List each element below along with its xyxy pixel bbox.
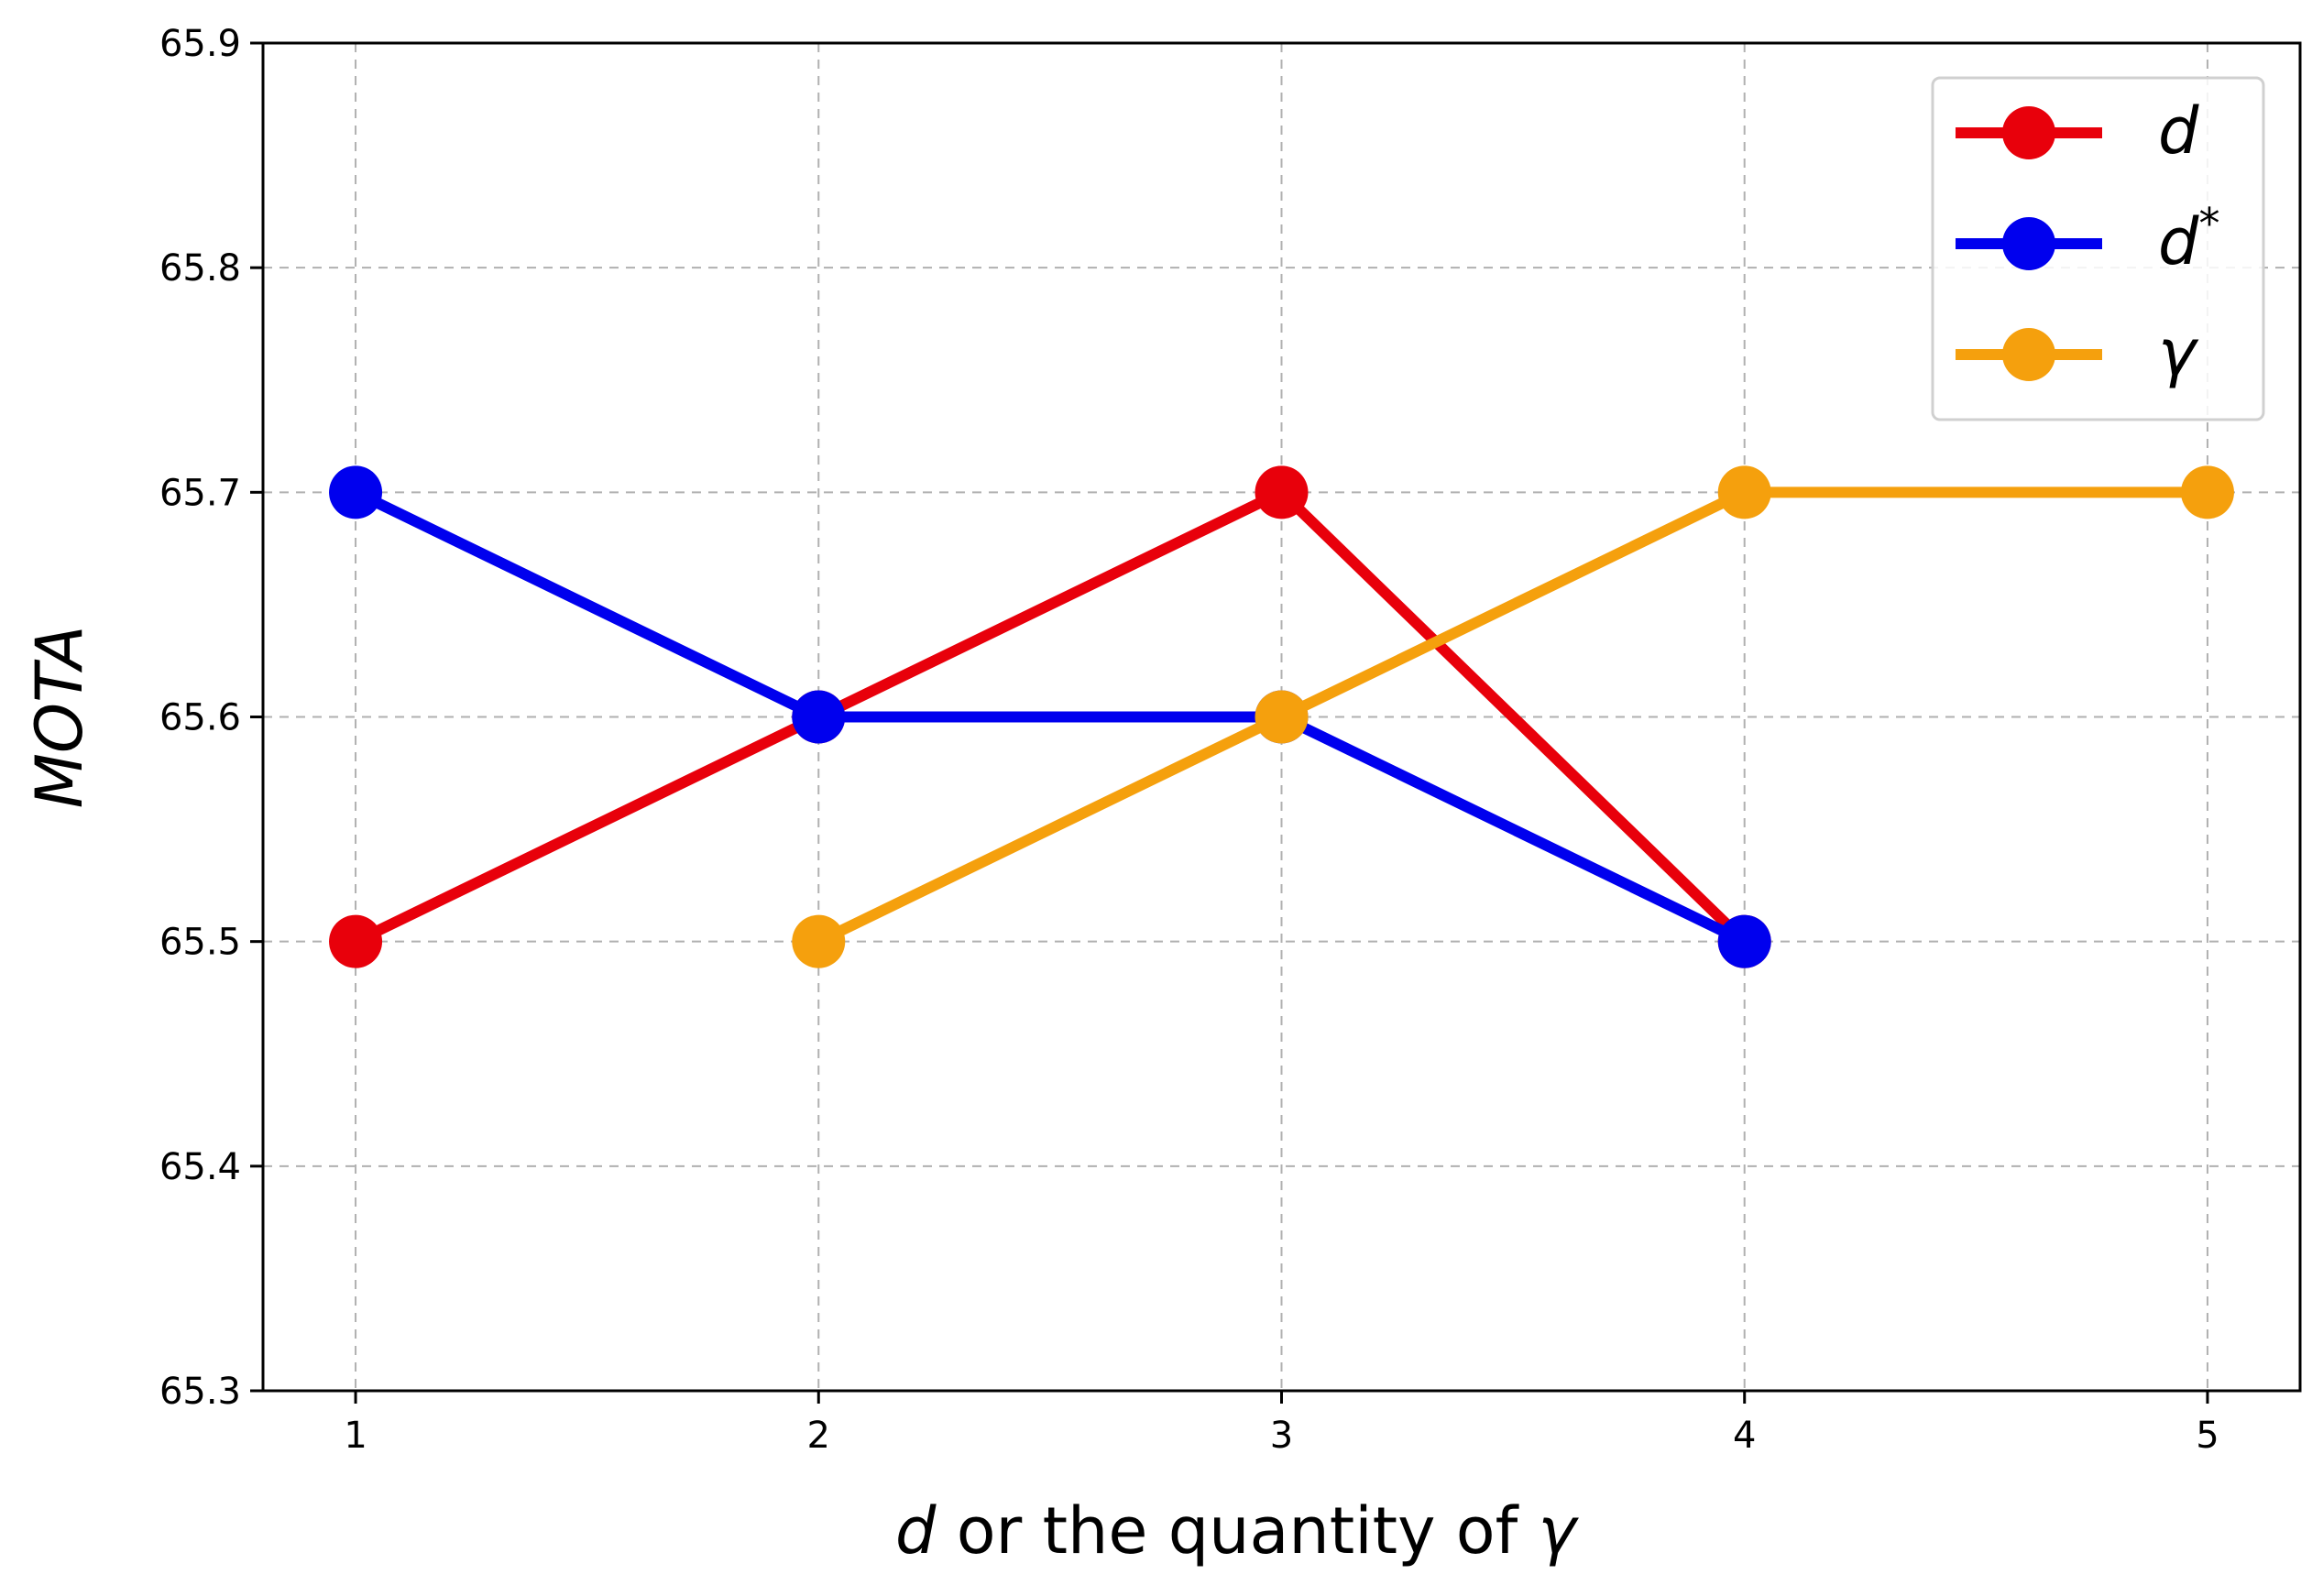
series-line xyxy=(350,486,1750,947)
data-point xyxy=(1255,465,1309,519)
x-tick-label: 1 xyxy=(344,1415,367,1457)
x-tick-label: 4 xyxy=(1733,1415,1756,1457)
legend-marker xyxy=(2002,217,2055,270)
data-point xyxy=(329,914,383,968)
data-point xyxy=(792,690,846,744)
axis-ticks: 1 2 3 4 5 65.3 65.4 65.5 65.6 65.7 65.8 65.9 xyxy=(159,23,2219,1457)
data-point xyxy=(1717,914,1771,968)
y-tick-label: 65.4 xyxy=(159,1146,241,1188)
y-tick-label: 65.3 xyxy=(159,1371,241,1413)
x-tick-label: 3 xyxy=(1270,1415,1293,1457)
data-point xyxy=(329,465,383,519)
series-line xyxy=(813,486,2213,947)
legend-label-superscript: * xyxy=(2198,199,2219,248)
x-tick-label: 5 xyxy=(2196,1415,2219,1457)
y-tick-label: 65.8 xyxy=(159,247,241,290)
x-tick-label: 2 xyxy=(807,1415,830,1457)
x-axis-label-part: γ xyxy=(1539,1493,1580,1569)
y-tick-label: 65.6 xyxy=(159,697,241,739)
x-axis-label-part: d xyxy=(895,1493,937,1569)
legend-label-text: d xyxy=(2158,93,2199,169)
data-point xyxy=(1717,465,1771,519)
legend-label: γ xyxy=(2158,315,2199,390)
legend-label-text: γ xyxy=(2158,315,2199,390)
legend-marker xyxy=(2002,106,2055,159)
grid xyxy=(263,42,2300,1392)
legend: dd*γ xyxy=(1931,76,2265,421)
y-tick-label: 65.7 xyxy=(159,472,241,514)
y-tick-label: 65.9 xyxy=(159,23,241,65)
legend-label: d* xyxy=(2158,199,2219,279)
data-point xyxy=(792,914,846,968)
x-axis-label: d or the quantity of γ xyxy=(895,1493,1579,1569)
legend-label-text: d xyxy=(2158,204,2199,279)
series-line xyxy=(350,486,1750,947)
series-group xyxy=(329,465,2234,968)
data-point xyxy=(2180,465,2234,519)
data-point xyxy=(1255,690,1309,744)
legend-label: d xyxy=(2158,93,2199,169)
y-tick-label: 65.5 xyxy=(159,922,241,964)
y-axis-label: MOTA xyxy=(22,626,97,809)
legend-marker xyxy=(2002,328,2055,381)
x-axis-label-part: or the quantity of xyxy=(936,1493,1538,1569)
